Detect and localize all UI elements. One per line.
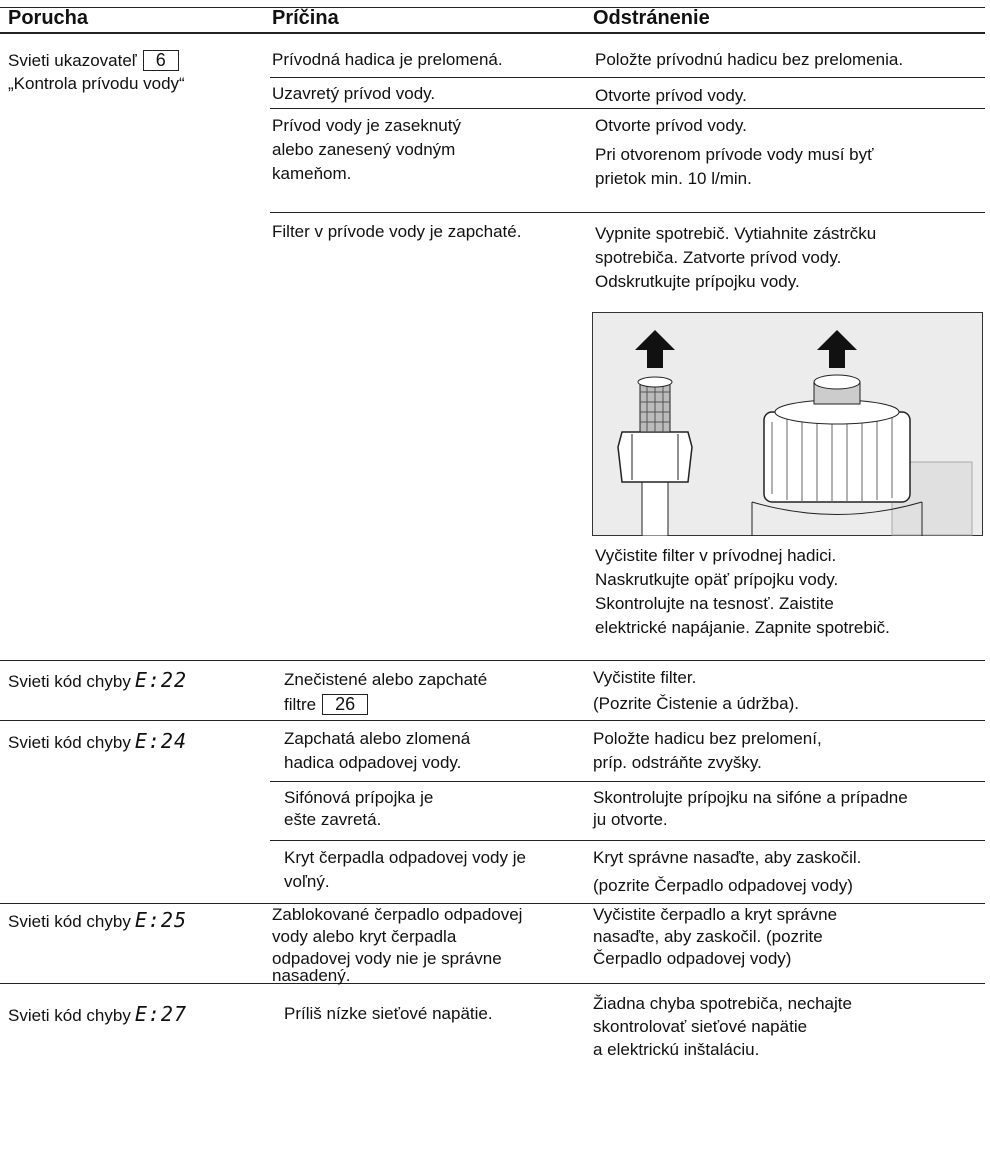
remedy: Vyčistite čerpadlo a kryt správne	[593, 905, 838, 924]
rule-line	[0, 32, 985, 34]
error-code: E:22	[134, 668, 188, 692]
remedy: prietok min. 10 l/min.	[595, 169, 752, 188]
rule-line	[0, 983, 985, 984]
error-code: E:25	[134, 908, 188, 932]
fault: Svieti ukazovateľ 6	[8, 50, 179, 71]
rule-line	[270, 840, 985, 841]
remedy: nasaďte, aby zaskočil. (pozrite	[593, 927, 823, 946]
remedy: ju otvorte.	[593, 810, 668, 829]
remedy: Vyčistite filter v prívodnej hadici.	[595, 546, 837, 565]
rule-line	[0, 903, 985, 904]
remedy: Odskrutkujte prípojku vody.	[595, 272, 800, 291]
error-code: E:27	[134, 1002, 188, 1026]
cause: Znečistené alebo zapchaté	[284, 670, 488, 689]
cause: Sifónová prípojka je	[284, 788, 434, 807]
column-header: Príčina	[272, 7, 339, 29]
remedy: Skontrolujte na tesnosť. Zaistite	[595, 594, 834, 613]
rule-line	[270, 108, 985, 109]
fault: Svieti kód chyby E:22	[8, 670, 187, 692]
fault-label: Svieti ukazovateľ	[8, 51, 137, 70]
cause: kameňom.	[272, 164, 352, 183]
cause: voľný.	[284, 872, 330, 891]
fault: Svieti kód chyby E:25	[8, 910, 187, 932]
cause: Zablokované čerpadlo odpadovej	[272, 905, 523, 924]
reference-box: 6	[142, 50, 179, 71]
fault: Svieti kód chyby E:27	[8, 1004, 187, 1026]
remedy: Kryt správne nasaďte, aby zaskočil.	[593, 848, 862, 867]
rule-line	[270, 212, 985, 213]
rule-line	[0, 7, 985, 8]
cause-text: filtre	[284, 695, 317, 714]
cause: nasadený.	[272, 966, 351, 985]
column-header: Odstránenie	[593, 7, 710, 29]
cause: alebo zanesený vodným	[272, 140, 456, 159]
fault-label: Svieti kód chyby	[8, 912, 131, 931]
remedy: Položte hadicu bez prelomení,	[593, 729, 822, 748]
reference-box: 26	[322, 694, 369, 715]
cause: filtre 26	[284, 694, 369, 715]
remedy: Otvorte prívod vody.	[595, 86, 747, 105]
remedy: Skontrolujte prípojku na sifóne a prípad…	[593, 788, 908, 807]
rule-line	[0, 720, 985, 721]
fault-label: „Kontrola prívodu vody“	[8, 74, 185, 93]
cause: Filter v prívode vody je zapchaté.	[272, 222, 522, 241]
remedy: Pri otvorenom prívode vody musí byť	[595, 145, 874, 164]
fault-label: Svieti kód chyby	[8, 733, 131, 752]
rule-line	[270, 77, 985, 78]
remedy: Naskrutkujte opäť prípojku vody.	[595, 570, 839, 589]
error-code: E:24	[134, 729, 188, 753]
remedy: Čerpadlo odpadovej vody)	[593, 949, 792, 968]
cause: vody alebo kryt čerpadla	[272, 927, 457, 946]
remedy: príp. odstráňte zvyšky.	[593, 753, 762, 772]
rule-line	[270, 781, 985, 782]
cause: Zapchatá alebo zlomená	[284, 729, 471, 748]
cause: hadica odpadovej vody.	[284, 753, 462, 772]
fault-label: Svieti kód chyby	[8, 672, 131, 691]
cause: Príliš nízke sieťové napätie.	[284, 1004, 493, 1023]
column-header: Porucha	[8, 7, 89, 29]
cause: Kryt čerpadla odpadovej vody je	[284, 848, 526, 867]
fault-label: Svieti kód chyby	[8, 1006, 131, 1025]
cause: Prívodná hadica je prelomená.	[272, 50, 503, 69]
remedy: Otvorte prívod vody.	[595, 116, 747, 135]
remedy: a elektrickú inštaláciu.	[593, 1040, 760, 1059]
remedy: Vypnite spotrebič. Vytiahnite zástrčku	[595, 224, 877, 243]
cause: Prívod vody je zaseknutý	[272, 116, 461, 135]
remedy: (pozrite Čerpadlo odpadovej vody)	[593, 876, 853, 895]
remedy: skontrolovať sieťové napätie	[593, 1017, 808, 1036]
remedy: Položte prívodnú hadicu bez prelomenia.	[595, 50, 904, 69]
filter-illustration	[592, 312, 983, 536]
cause: Uzavretý prívod vody.	[272, 84, 436, 103]
remedy: (Pozrite Čistenie a údržba).	[593, 694, 799, 713]
rule-line	[0, 660, 985, 661]
cause: odpadovej vody nie je správne	[272, 949, 502, 968]
remedy: Vyčistite filter.	[593, 668, 697, 687]
remedy: elektrické napájanie. Zapnite spotrebič.	[595, 618, 890, 637]
remedy: spotrebiča. Zatvorte prívod vody.	[595, 248, 842, 267]
cause: ešte zavretá.	[284, 810, 382, 829]
remedy: Žiadna chyba spotrebiča, nechajte	[593, 994, 852, 1013]
fault: Svieti kód chyby E:24	[8, 731, 187, 753]
